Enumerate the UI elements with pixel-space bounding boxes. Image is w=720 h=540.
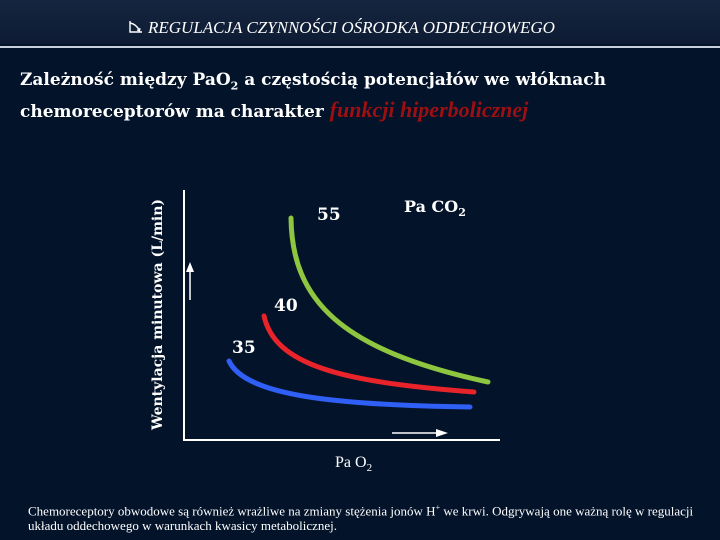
- page-title: REGULACJA CZYNNOŚCI OŚRODKA ODDECHOWEGO: [128, 18, 720, 38]
- footnote-superscript: +: [435, 503, 441, 512]
- legend-title: Pa CO2: [404, 197, 466, 219]
- curved-arrow-icon: [129, 21, 142, 33]
- header-bar: [0, 0, 720, 44]
- footnote-part-2: we krwi. Odgrywają one ważną rolę w regu…: [28, 503, 694, 534]
- intro-subscript: 2: [230, 79, 239, 93]
- footnote: Chemoreceptory obwodowe są również wrażl…: [28, 500, 708, 533]
- header-divider: [0, 46, 720, 48]
- curve-label-55: 55: [317, 205, 341, 225]
- page-title-text: REGULACJA CZYNNOŚCI OŚRODKA ODDECHOWEGO: [148, 18, 555, 37]
- curve-label-35: 35: [232, 338, 256, 358]
- curve-pco2-35: [226, 358, 473, 410]
- legend-title-subscript: 2: [458, 206, 466, 220]
- legend-title-text: Pa CO: [404, 197, 459, 216]
- x-increase-arrowhead: [436, 429, 448, 437]
- intro-part-1: Zależność między PaO: [20, 70, 231, 90]
- footnote-part-1: Chemoreceptory obwodowe są również wrażl…: [28, 503, 436, 519]
- curve-pco2-55: [288, 215, 491, 385]
- x-axis-label-text: Pa O: [335, 454, 367, 471]
- curve-pco2-40: [261, 313, 477, 395]
- intro-part-2: a częstością potencjałów we włóknach che…: [20, 70, 606, 123]
- y-axis-label: Wentylacja minutowa (L/min): [150, 199, 166, 430]
- y-increase-arrowhead: [186, 262, 194, 272]
- x-axis-label: Pa O2: [335, 454, 372, 474]
- intro-highlight: funkcji hiperbolicznej: [329, 97, 529, 123]
- intro-text: Zależność między PaO2 a częstością poten…: [20, 68, 710, 124]
- curve-label-40: 40: [274, 296, 298, 316]
- x-axis-label-subscript: 2: [366, 462, 373, 475]
